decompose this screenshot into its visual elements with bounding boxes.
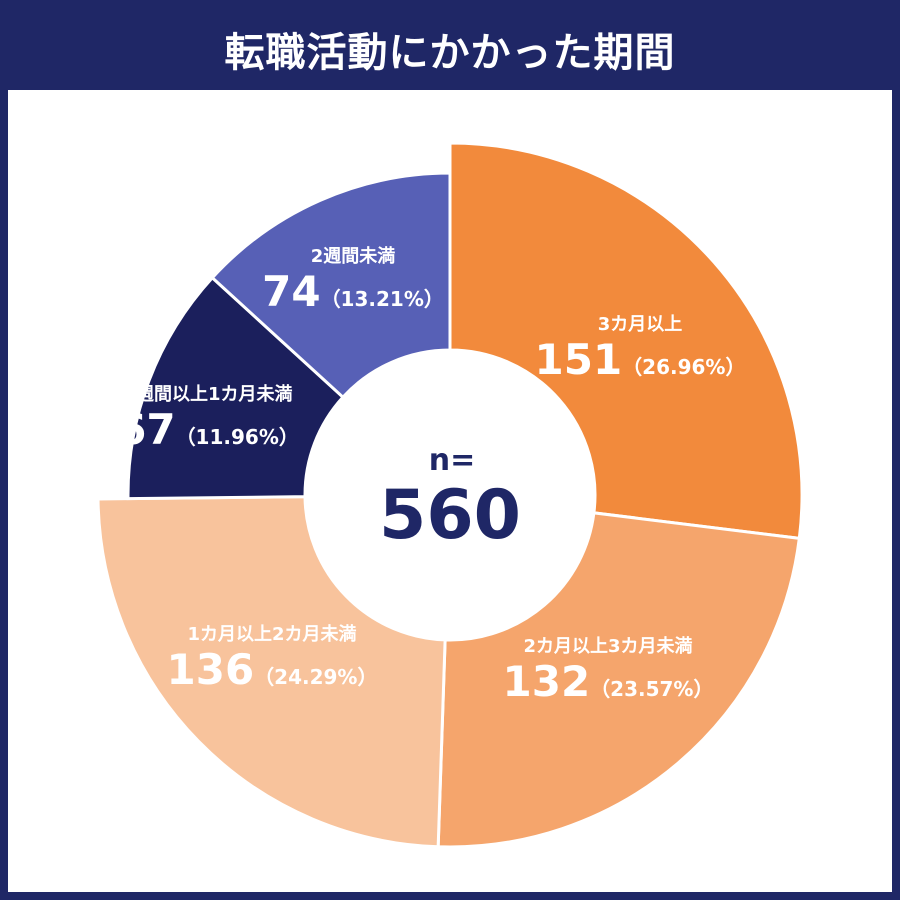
slice-value-label: 74（13.21%） [262,267,444,316]
slice-category-label: 2週間未満 [311,245,396,267]
slice-value-label: 136（24.29%） [167,645,378,694]
slice-percent: （11.96%） [176,425,299,449]
slice-count: 74 [262,267,320,316]
slice-value-label: 151（26.96%） [535,335,746,384]
slice-value-label: 67（11.96%） [117,405,299,454]
chart-title: 転職活動にかかった期間 [224,30,676,76]
slice-group [96,141,804,849]
title-bar: 転職活動にかかった期間 [8,8,892,90]
slice-count: 151 [535,335,623,384]
donut-hole [305,350,595,640]
sample-size-label: n= [429,443,476,478]
sample-size-value: 560 [379,476,521,555]
slice-count: 132 [503,657,591,706]
slice-percent: （26.96%） [622,355,745,379]
slice-percent: （13.21%） [321,287,444,311]
slice-percent: （24.29%） [254,665,377,689]
slice-category-label: 2週間以上1カ月未満 [123,383,292,405]
slice-category-label: 3カ月以上 [598,314,683,335]
slice-count: 136 [167,645,255,694]
slice-category-label: 2カ月以上3カ月未満 [523,635,692,657]
slice-value-label: 132（23.57%） [503,657,714,706]
slice-percent: （23.57%） [590,677,713,701]
slice-count: 67 [117,405,175,454]
slice-category-label: 1カ月以上2カ月未満 [187,623,356,645]
